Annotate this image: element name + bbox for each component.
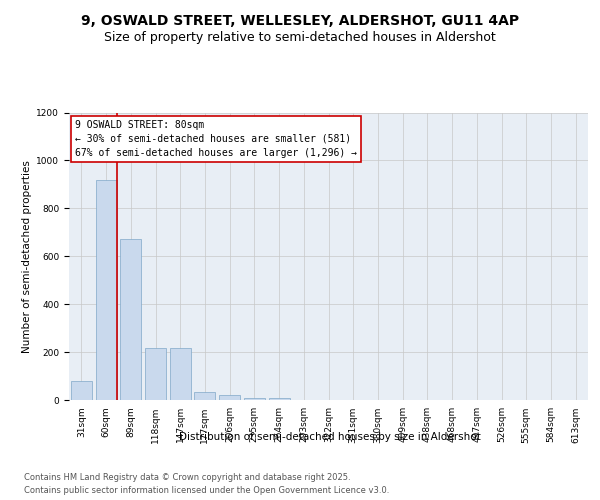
Text: Contains HM Land Registry data © Crown copyright and database right 2025.: Contains HM Land Registry data © Crown c… xyxy=(24,472,350,482)
Bar xyxy=(120,240,141,400)
Bar xyxy=(145,348,166,400)
Bar xyxy=(244,398,265,400)
Text: 9 OSWALD STREET: 80sqm
← 30% of semi-detached houses are smaller (581)
67% of se: 9 OSWALD STREET: 80sqm ← 30% of semi-det… xyxy=(75,120,357,158)
Text: 9, OSWALD STREET, WELLESLEY, ALDERSHOT, GU11 4AP: 9, OSWALD STREET, WELLESLEY, ALDERSHOT, … xyxy=(81,14,519,28)
Bar xyxy=(170,348,191,400)
Text: Contains public sector information licensed under the Open Government Licence v3: Contains public sector information licen… xyxy=(24,486,389,495)
Bar xyxy=(95,180,116,400)
Bar xyxy=(194,392,215,400)
Bar xyxy=(71,381,92,400)
Y-axis label: Number of semi-detached properties: Number of semi-detached properties xyxy=(22,160,32,352)
Text: Distribution of semi-detached houses by size in Aldershot: Distribution of semi-detached houses by … xyxy=(179,432,481,442)
Text: Size of property relative to semi-detached houses in Aldershot: Size of property relative to semi-detach… xyxy=(104,31,496,44)
Bar xyxy=(269,398,290,400)
Bar xyxy=(219,395,240,400)
